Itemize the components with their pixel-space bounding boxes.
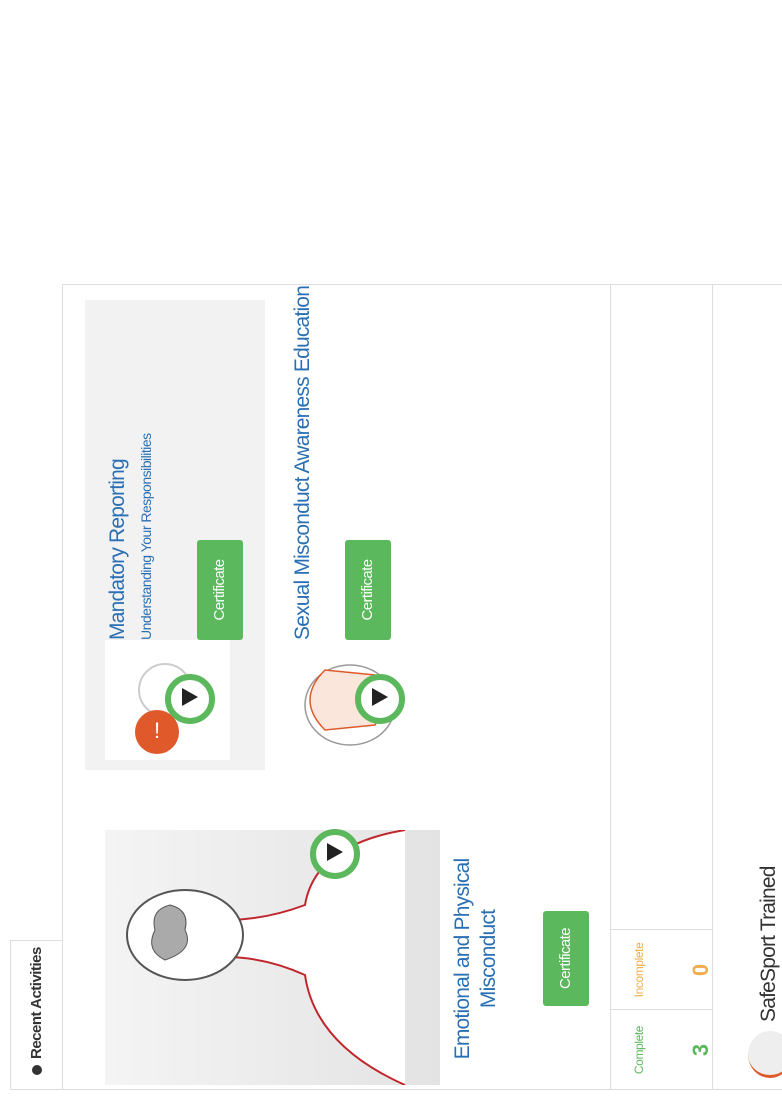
tab[interactable]: Recent Activities <box>10 940 62 1090</box>
section-title: SafeSport Trained <box>756 866 782 1022</box>
activity-subtitle: Understanding Your Responsibilities <box>138 433 154 640</box>
certificate-button[interactable]: Certificate <box>197 540 243 640</box>
play-button[interactable] <box>310 829 360 879</box>
button-label: Certificate <box>211 560 228 621</box>
certificate-button[interactable]: Certificate <box>345 540 391 640</box>
play-button[interactable] <box>355 674 405 724</box>
stat-label: Incomplete <box>632 940 646 1000</box>
svg-text:!: ! <box>154 718 160 743</box>
divider <box>610 284 611 1090</box>
certificate-button[interactable]: Certificate <box>543 911 589 1006</box>
button-label: Certificate <box>359 560 376 621</box>
divider <box>610 1009 712 1010</box>
illustration <box>105 830 440 1085</box>
stat-value: 0 <box>688 940 714 1000</box>
stat-label: Complete <box>632 1020 646 1080</box>
thumbnail[interactable] <box>105 830 440 1085</box>
button-label: Certificate <box>557 928 574 989</box>
page: Recent Activities Emotional and Physical… <box>0 0 782 1104</box>
rotated-screen: Recent Activities Emotional and Physical… <box>0 0 782 1104</box>
divider <box>610 929 712 930</box>
stat-value: 3 <box>688 1020 714 1080</box>
activity-title[interactable]: Mandatory Reporting <box>105 459 131 640</box>
divider <box>712 284 713 1090</box>
activity-title[interactable]: Emotional and Physical Misconduct <box>450 834 502 1084</box>
activity-title[interactable]: Sexual Misconduct Awareness Education <box>290 286 316 640</box>
play-button[interactable] <box>165 674 215 724</box>
